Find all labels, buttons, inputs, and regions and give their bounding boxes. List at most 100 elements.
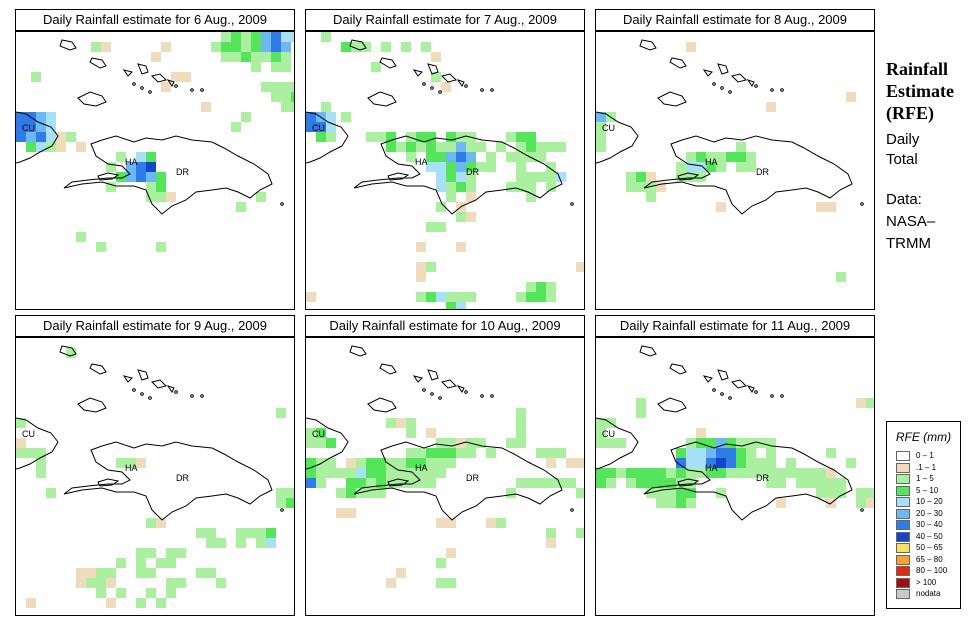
rainfall-cell (36, 448, 46, 458)
rainfall-cell (536, 152, 546, 162)
rainfall-cell (486, 162, 496, 172)
rainfall-cell (426, 448, 436, 458)
rfe-title: Rainfall Estimate (RFE) (886, 58, 954, 124)
rainfall-cell (271, 82, 281, 92)
rainfall-cell (646, 182, 656, 192)
legend-swatch (896, 531, 910, 542)
rainfall-cell (426, 142, 436, 152)
legend-label: 10 – 20 (916, 497, 943, 506)
coastline-cuba (16, 111, 59, 164)
islet (570, 508, 574, 512)
rainfall-cell (446, 458, 456, 468)
rainfall-cell (456, 292, 466, 302)
rainfall-cell (486, 152, 496, 162)
rainfall-cell (321, 102, 331, 112)
rainfall-cell (401, 42, 411, 52)
legend-label: 0 – 1 (916, 451, 934, 460)
rainfall-cell (436, 152, 446, 162)
rainfall-cell (546, 282, 556, 292)
rainfall-cell (466, 162, 476, 172)
rainfall-cell (221, 52, 231, 62)
islet (200, 88, 204, 92)
rainfall-cell (436, 558, 446, 568)
rainfall-cell (136, 548, 146, 558)
rainfall-cell (736, 458, 746, 468)
coastline-bahama3 (702, 375, 713, 383)
rainfall-cell (241, 32, 251, 42)
country-label-cuba: CU (602, 429, 615, 439)
rainfall-cell (396, 468, 406, 478)
rainfall-cell (276, 498, 286, 508)
islet (720, 86, 724, 90)
rainfall-cell (436, 578, 446, 588)
rainfall-cell (766, 448, 776, 458)
rainfall-cell (486, 448, 496, 458)
rainfall-cell (446, 182, 456, 192)
legend-swatch (896, 589, 910, 599)
coastline-bahama2 (379, 363, 397, 375)
coastline-hisp (353, 135, 563, 215)
rainfall-cell (376, 458, 386, 468)
rainfall-cell (76, 142, 86, 152)
rainfall-cell (636, 468, 646, 478)
rainfall-cell (421, 42, 431, 52)
rainfall-cell (136, 598, 146, 608)
coastlines (306, 345, 574, 521)
rainfall-cell (346, 488, 356, 498)
islet (860, 508, 864, 512)
coastline-bahama5 (441, 379, 457, 389)
rainfall-cell (516, 172, 526, 182)
rainfall-cell (166, 558, 176, 568)
rainfall-cell (426, 428, 436, 438)
rainfall-cell (416, 262, 426, 272)
rainfall-cell (826, 202, 836, 212)
rainfall-cell (316, 428, 326, 438)
rainfall-cell (426, 162, 436, 172)
rainfall-cell (321, 32, 331, 42)
rainfall-cell (76, 232, 86, 242)
rainfall-cell (596, 112, 606, 122)
coastline-jamaica (367, 397, 397, 413)
rainfall-cell (526, 142, 536, 152)
rainfall-cell (416, 458, 426, 468)
rainfall-cell (216, 538, 226, 548)
rainfall-cell (626, 182, 636, 192)
rainfall-cell (36, 132, 46, 142)
rainfall-cell (136, 458, 146, 468)
legend-swatch (896, 566, 910, 576)
country-label-cuba: CU (22, 429, 35, 439)
coastline-bahama4 (717, 369, 729, 381)
rainfall-cell (76, 578, 86, 588)
rainfall-cell (156, 558, 166, 568)
rainfall-cell (361, 42, 371, 52)
rainfall-cell (726, 468, 736, 478)
islet (728, 396, 732, 400)
rainfall-cell (336, 508, 346, 518)
coastline-bahama3 (702, 69, 713, 77)
coastline-bahama1 (59, 345, 77, 357)
rainfall-cell (526, 192, 536, 202)
coastline-gonave (387, 172, 410, 181)
islet (280, 202, 284, 206)
rainfall-cell (456, 152, 466, 162)
legend-swatch (896, 462, 910, 473)
rainfall-cell (316, 438, 326, 448)
rainfall-cell (426, 458, 436, 468)
rainfall-cell (256, 538, 266, 548)
rainfall-cell (716, 202, 726, 212)
legend-label: nodata (916, 589, 941, 598)
rainfall-cell (306, 112, 316, 122)
rainfall-cell (46, 488, 56, 498)
panel-title-aug-8: Daily Rainfall estimate for 8 Aug., 2009 (595, 9, 875, 31)
rainfall-cell (171, 72, 181, 82)
rainfall-cell (66, 348, 76, 358)
rainfall-cell (266, 528, 276, 538)
rainfall-cell (516, 182, 526, 192)
rainfall-cell (706, 438, 716, 448)
rainfall-cell (636, 172, 646, 182)
rainfall-cell (386, 468, 396, 478)
rainfall-cell (506, 182, 516, 192)
rainfall-cell (456, 172, 466, 182)
rainfall-cell (346, 508, 356, 518)
rainfall-cell (276, 488, 286, 498)
